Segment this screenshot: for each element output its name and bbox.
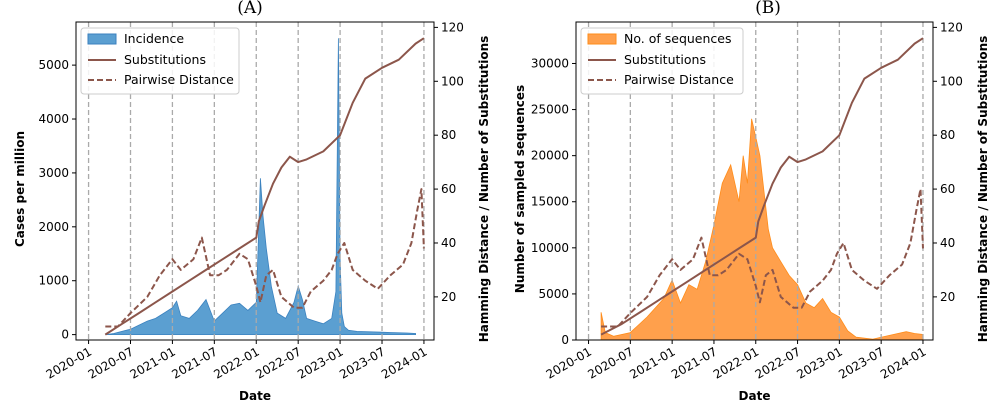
x-tick-label: 2024-01 bbox=[379, 344, 429, 381]
x-tick-label: 2023-07 bbox=[337, 344, 387, 381]
panel-a-legend: Incidence Substitutions Pairwise Distanc… bbox=[80, 27, 240, 95]
x-tick-label: 2022-07 bbox=[253, 344, 303, 381]
x-tick-label: 2020-01 bbox=[44, 344, 94, 381]
line-series-substitutions bbox=[600, 37, 924, 336]
y2-tick-label: 20 bbox=[441, 290, 456, 304]
y-tick-label: 10000 bbox=[531, 241, 569, 255]
y-tick-label: 1000 bbox=[38, 274, 69, 288]
panel-b-legend-box bbox=[580, 27, 744, 95]
y-tick-label: 2000 bbox=[38, 220, 69, 234]
x-tick-label: 2020-07 bbox=[585, 344, 635, 381]
panel-a-line-layer bbox=[104, 37, 425, 336]
panel-a-axes-frame bbox=[75, 21, 435, 341]
y-tick-label: 5000 bbox=[38, 58, 69, 72]
y-tick-label: 25000 bbox=[531, 103, 569, 117]
legend-label-substitutions: Substitutions bbox=[124, 52, 206, 67]
panel-a-title: (A) bbox=[237, 0, 263, 18]
y2-tick-label: 100 bbox=[940, 74, 963, 88]
x-tick-label: 2024-01 bbox=[878, 344, 928, 381]
panel-a-x-ticks: 2020-012020-072021-012021-072022-012022-… bbox=[44, 340, 429, 382]
legend-label-pairwise-distance: Pairwise Distance bbox=[624, 72, 734, 87]
x-tick-label: 2020-01 bbox=[544, 344, 594, 381]
panel-b-line-layer bbox=[600, 37, 924, 336]
x-tick-label: 2023-01 bbox=[794, 344, 844, 381]
x-tick-label: 2021-01 bbox=[627, 344, 677, 381]
area-series-incidence bbox=[105, 38, 416, 335]
y-tick-label: 15000 bbox=[531, 195, 569, 209]
y-tick-label: 4000 bbox=[38, 112, 69, 126]
chart-panel-a: (A) 2020-012020-072021-012021-072022-012… bbox=[13, 0, 491, 403]
legend-label-substitutions: Substitutions bbox=[624, 52, 706, 67]
panel-b-area-layer bbox=[600, 118, 924, 341]
panel-b-axes-frame bbox=[575, 21, 934, 341]
panel-b-x-label: Date bbox=[739, 389, 771, 403]
y2-tick-label: 60 bbox=[441, 182, 456, 196]
legend-label-pairwise-distance: Pairwise Distance bbox=[124, 72, 234, 87]
chart-panel-b: (B) 2020-012020-072021-012021-072022-012… bbox=[513, 0, 990, 403]
y2-tick-label: 60 bbox=[940, 182, 955, 196]
y-tick-label: 3000 bbox=[38, 166, 69, 180]
area-series-no-of-sequences bbox=[600, 118, 924, 341]
legend-swatch-sequences bbox=[587, 33, 617, 45]
legend-label-incidence: Incidence bbox=[124, 31, 184, 46]
panel-b-title: (B) bbox=[755, 0, 781, 18]
y-tick-label: 5000 bbox=[538, 287, 569, 301]
panel-a-y-ticks: 0 1000 2000 3000 4000 5000 bbox=[38, 58, 76, 342]
panel-a-legend-box bbox=[80, 27, 240, 95]
y2-tick-label: 20 bbox=[940, 290, 955, 304]
line-series-pairwise-distance bbox=[105, 188, 425, 328]
panel-b-y2-ticks: 20 40 60 80 100 120 bbox=[933, 20, 963, 304]
x-tick-label: 2022-01 bbox=[711, 344, 761, 381]
panel-b-y2-label: Hamming Distance / Number of Substitutio… bbox=[976, 36, 990, 343]
line-series-substitutions bbox=[104, 37, 425, 336]
x-tick-label: 2022-07 bbox=[753, 344, 803, 381]
panel-a-area-layer bbox=[105, 38, 416, 335]
x-tick-label: 2022-01 bbox=[211, 344, 261, 381]
line-series-pairwise-distance bbox=[601, 188, 924, 328]
panel-b-x-ticks: 2020-012020-072021-012021-072022-012022-… bbox=[544, 340, 928, 382]
y2-tick-label: 80 bbox=[940, 128, 955, 142]
y2-tick-label: 40 bbox=[441, 236, 456, 250]
panel-a-x-label: Date bbox=[239, 389, 271, 403]
legend-label-sequences: No. of sequences bbox=[624, 31, 732, 46]
panel-b-y-label: Number of sampled sequences bbox=[513, 85, 527, 293]
panel-b-legend: No. of sequences Substitutions Pairwise … bbox=[580, 27, 744, 95]
x-tick-label: 2021-07 bbox=[669, 344, 719, 381]
y-tick-label: 0 bbox=[561, 333, 569, 347]
x-tick-label: 2021-07 bbox=[169, 344, 219, 381]
y2-tick-label: 100 bbox=[441, 74, 464, 88]
panel-a-y2-ticks: 20 40 60 80 100 120 bbox=[434, 20, 464, 304]
x-tick-label: 2020-07 bbox=[86, 344, 136, 381]
panel-b-y-ticks: 0 5000 10000 15000 20000 25000 30000 bbox=[531, 56, 576, 347]
y2-tick-label: 120 bbox=[940, 20, 963, 34]
y-tick-label: 30000 bbox=[531, 56, 569, 70]
y2-tick-label: 80 bbox=[441, 128, 456, 142]
x-tick-label: 2023-07 bbox=[836, 344, 886, 381]
panel-a-y-label: Cases per million bbox=[13, 131, 27, 247]
legend-swatch-incidence bbox=[87, 33, 117, 45]
y-tick-label: 0 bbox=[61, 328, 69, 342]
y2-tick-label: 120 bbox=[441, 20, 464, 34]
x-tick-label: 2023-01 bbox=[295, 344, 345, 381]
x-tick-label: 2021-01 bbox=[127, 344, 177, 381]
panel-a-y2-label: Hamming Distance / Number of Substitutio… bbox=[477, 36, 491, 343]
y-tick-label: 20000 bbox=[531, 149, 569, 163]
y2-tick-label: 40 bbox=[940, 236, 955, 250]
